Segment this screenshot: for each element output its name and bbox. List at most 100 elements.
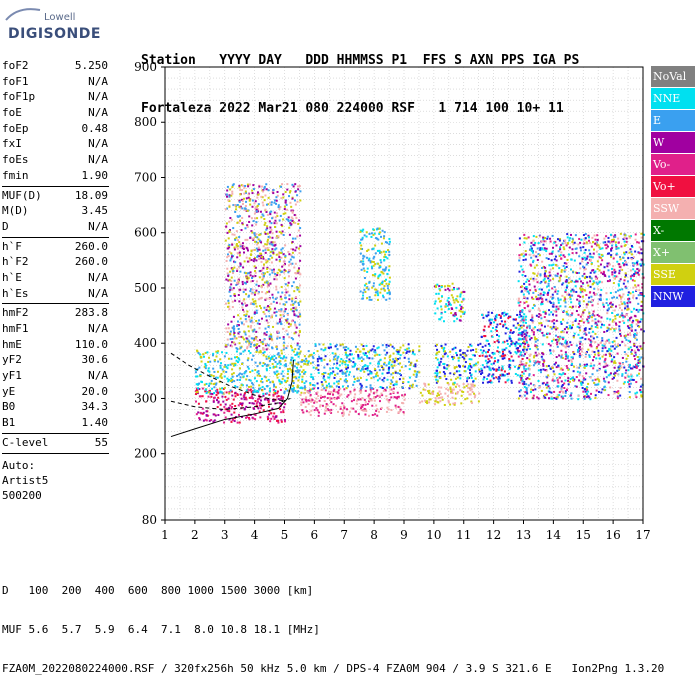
echo-point — [282, 193, 284, 195]
echo-point — [361, 406, 363, 408]
echo-point — [297, 390, 299, 392]
echo-point — [294, 199, 296, 201]
echo-point — [489, 345, 491, 347]
echo-point — [206, 383, 208, 385]
echo-point — [292, 198, 294, 200]
echo-point — [375, 291, 377, 293]
echo-point — [552, 267, 554, 269]
echo-point — [208, 391, 210, 393]
echo-point — [267, 249, 269, 251]
echo-point — [208, 396, 210, 398]
echo-point — [294, 301, 296, 303]
echo-point — [323, 377, 325, 379]
echo-point — [469, 387, 471, 389]
echo-point — [366, 271, 368, 273]
echo-point — [636, 309, 638, 311]
echo-point — [246, 375, 248, 377]
echo-point — [212, 354, 214, 356]
echo-point — [228, 255, 230, 257]
echo-point — [318, 356, 320, 358]
echo-point — [610, 248, 612, 250]
echo-point — [296, 194, 298, 196]
echo-point — [209, 383, 211, 385]
echo-point — [506, 340, 508, 342]
echo-point — [597, 303, 599, 305]
echo-point — [497, 346, 499, 348]
echo-point — [230, 321, 232, 323]
echo-point — [203, 412, 205, 414]
echo-point — [246, 197, 248, 199]
echo-point — [599, 247, 601, 249]
echo-point — [267, 364, 269, 366]
echo-point — [602, 347, 604, 349]
echo-point — [473, 364, 475, 366]
echo-point — [259, 276, 261, 278]
echo-point — [385, 395, 387, 397]
echo-point — [264, 399, 266, 401]
echo-point — [202, 395, 204, 397]
echo-point — [579, 356, 581, 358]
echo-point — [284, 269, 286, 271]
echo-point — [282, 358, 284, 360]
echo-point — [261, 256, 263, 258]
echo-point — [355, 351, 357, 353]
echo-point — [227, 186, 229, 188]
echo-point — [339, 364, 341, 366]
echo-point — [616, 391, 618, 393]
echo-point — [225, 208, 227, 210]
echo-point — [362, 292, 364, 294]
echo-point — [562, 338, 564, 340]
echo-point — [539, 282, 541, 284]
echo-point — [523, 351, 525, 353]
echo-point — [365, 401, 367, 403]
echo-point — [299, 227, 301, 229]
echo-point — [383, 235, 385, 237]
echo-point — [486, 315, 488, 317]
echo-point — [246, 311, 248, 313]
echo-point — [572, 321, 574, 323]
echo-point — [270, 317, 272, 319]
echo-point — [245, 370, 247, 372]
echo-point — [438, 293, 440, 295]
echo-point — [452, 314, 454, 316]
echo-point — [387, 287, 389, 289]
echo-point — [435, 293, 437, 295]
echo-point — [293, 313, 295, 315]
echo-point — [608, 342, 610, 344]
echo-point — [566, 331, 568, 333]
echo-point — [522, 363, 524, 365]
echo-point — [414, 371, 416, 373]
echo-point — [492, 374, 494, 376]
echo-point — [227, 367, 229, 369]
echo-point — [569, 341, 571, 343]
echo-point — [463, 291, 465, 293]
echo-point — [486, 366, 488, 368]
echo-point — [393, 347, 395, 349]
echo-point — [242, 203, 244, 205]
echo-point — [300, 392, 302, 394]
echo-point — [292, 307, 294, 309]
echo-point — [460, 320, 462, 322]
echo-point — [590, 296, 592, 298]
echo-point — [343, 388, 345, 390]
echo-point — [590, 272, 592, 274]
echo-point — [547, 320, 549, 322]
echo-point — [280, 197, 282, 199]
echo-point — [591, 300, 593, 302]
echo-point — [305, 396, 307, 398]
echo-point — [360, 248, 362, 250]
echo-point — [231, 414, 233, 416]
echo-point — [577, 326, 579, 328]
echo-point — [606, 318, 608, 320]
echo-point — [352, 384, 354, 386]
echo-point — [228, 237, 230, 239]
echo-point — [536, 315, 538, 317]
echo-point — [560, 350, 562, 352]
echo-point — [497, 359, 499, 361]
echo-point — [575, 291, 577, 293]
echo-point — [436, 395, 438, 397]
echo-point — [362, 264, 364, 266]
echo-point — [252, 200, 254, 202]
echo-point — [361, 397, 363, 399]
echo-point — [352, 361, 354, 363]
